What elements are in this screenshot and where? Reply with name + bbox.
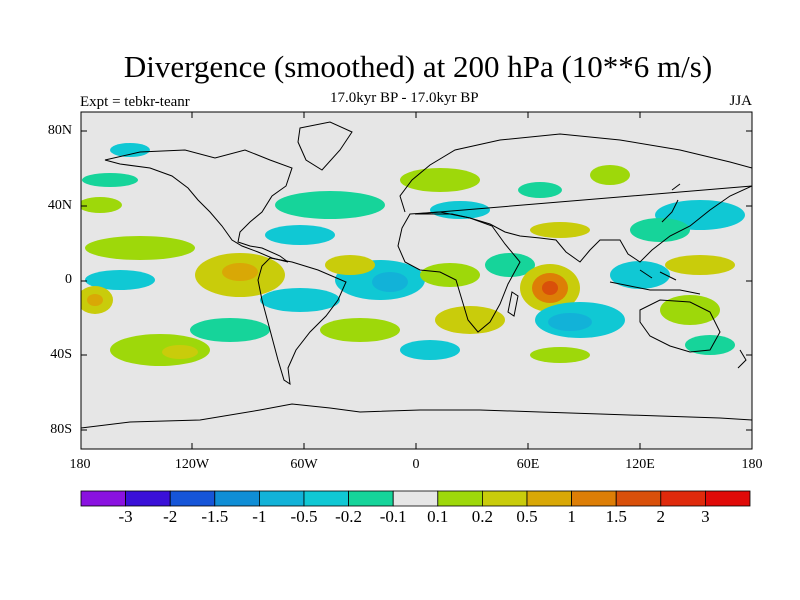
colorbar-label: -2 [163,507,178,526]
field-patch [320,318,400,342]
lat-label-80n: 80N [47,123,72,138]
field-patch [485,253,535,277]
colorbar [80,490,751,507]
colorbar-swatch [437,490,483,507]
field-patch [275,191,385,219]
field-patch [190,318,270,342]
colorbar-label: 1 [567,507,576,526]
field-patch [400,168,480,192]
lat-label-40s: 40S [50,347,72,362]
coast-north-america [104,149,293,263]
colorbar-swatch [705,490,751,507]
lon-label-60e: 60E [516,457,540,472]
lon-label-120w: 120W [174,457,210,472]
colorbar-label: -0.1 [379,507,407,526]
colorbar-label: 2 [656,507,666,526]
field-patch [542,281,558,295]
lon-label-120e: 120E [625,457,655,472]
field-patch [85,236,195,260]
field-patch [685,335,735,355]
coast-madagascar [507,291,519,317]
field-patch [265,225,335,245]
field-patch [82,173,138,187]
lat-label-40n: 40N [47,198,72,213]
field-patch [420,263,480,287]
coast-africa [397,211,521,333]
field-patch [81,197,122,213]
plot-subtitle: 17.0kyr BP - 17.0kyr BP [330,90,479,106]
lat-label-80s: 80S [50,422,72,437]
colorbar-swatch [526,490,572,507]
colorbar-label: -1.5 [201,507,229,526]
lon-label-0: 0 [412,457,420,472]
field-patch [400,340,460,360]
colorbar-label: -0.5 [290,507,318,526]
colorbar-label: -1 [252,507,267,526]
lat-label-eq: 0 [65,272,72,287]
coast-south-america [257,257,347,386]
coast-new-zealand [737,349,747,369]
lon-label-60w: 60W [290,457,318,472]
coastlines [81,121,752,429]
colorbar-swatch [571,490,617,507]
field-patch [87,294,103,306]
colorbar-swatch [214,490,260,507]
field-patch [660,295,720,325]
field-patch [325,255,375,275]
colorbar-label: 0.5 [516,507,538,526]
field-patch [85,270,155,290]
colorbar-swatch [481,490,528,507]
colorbar-label: -3 [118,507,133,526]
experiment-label: Expt = tebkr-teanr [80,94,190,110]
colorbar-swatch [660,490,706,507]
colorbar-label: 1.5 [605,507,627,526]
field-patch [590,165,630,185]
field-patch [530,222,590,238]
colorbar-swatch [615,490,662,507]
plot-title: Divergence (smoothed) at 200 hPa (10**6 … [123,49,713,84]
colorbar-swatch [392,490,439,507]
field-patch [162,345,198,359]
coast-japan [661,183,681,223]
coast-australia [639,299,721,353]
lon-label-180w: 180 [69,457,91,472]
field-patch [548,313,592,331]
field-patch [630,218,690,242]
colorbar-swatch [348,490,394,507]
field-patch [665,255,735,275]
colorbar-swatch [303,490,349,507]
field-patch [435,306,505,334]
coast-antarctica [81,403,752,429]
field-patch [518,182,562,198]
colorbar-swatch [258,490,305,507]
colorbar-label: 0.2 [471,507,494,526]
coast-greenland [297,121,353,171]
field-patch [110,143,150,157]
axis-ticks [81,112,752,449]
lon-label-180e: 180 [741,457,763,472]
colorbar-swatch [80,490,126,507]
colorbar-swatch [169,490,216,507]
colorbar-label: -0.2 [335,507,363,526]
field-patch [372,272,408,292]
field-patch [530,347,590,363]
colorbar-label: 3 [701,507,710,526]
season-label: JJA [729,93,752,109]
field-patch [222,263,258,281]
colorbar-label: 0.1 [427,507,449,526]
colorbar-swatch [125,490,171,507]
coast-maritime-continent [609,269,701,295]
field-patch [610,261,670,289]
divergence-field [81,143,745,366]
field-patch [260,288,340,312]
